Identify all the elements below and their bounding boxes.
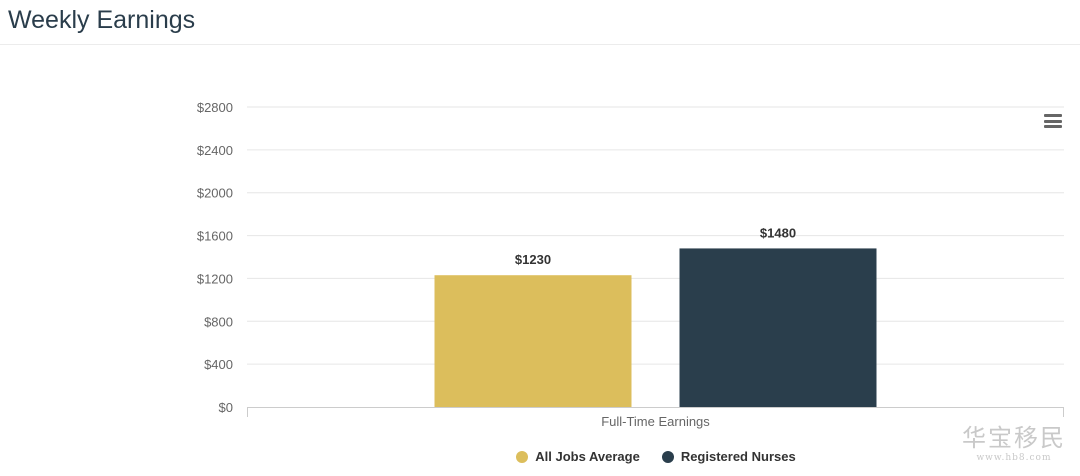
y-tick-label: $1600 xyxy=(197,229,233,244)
y-tick-label: $400 xyxy=(204,357,233,372)
watermark-logo: 华宝移民 www.hb8.com xyxy=(962,424,1066,463)
bar-all-jobs-average xyxy=(434,275,632,407)
y-tick-label: $0 xyxy=(219,400,233,415)
x-axis: Full-Time Earnings xyxy=(247,407,1064,429)
legend-label: Registered Nurses xyxy=(680,449,796,464)
y-tick-label: $2400 xyxy=(197,143,233,158)
legend-item[interactable]: Registered Nurses xyxy=(661,449,796,464)
title-divider xyxy=(0,44,1080,45)
hamburger-menu-icon xyxy=(1044,114,1062,117)
y-tick-label: $2000 xyxy=(197,186,233,201)
x-tick-label: Full-Time Earnings xyxy=(601,414,710,429)
chart-menu-button[interactable] xyxy=(1043,112,1063,130)
y-tick-label: $800 xyxy=(204,314,233,329)
bar-layer xyxy=(434,248,877,407)
chart-legend: All Jobs Average Registered Nurses xyxy=(0,449,1080,464)
legend-item[interactable]: All Jobs Average xyxy=(516,449,640,464)
data-label: $1480 xyxy=(760,225,796,240)
legend-swatch xyxy=(516,450,529,463)
y-tick-label: $1200 xyxy=(197,271,233,286)
y-tick-label: $2800 xyxy=(197,100,233,115)
grid-layer xyxy=(247,106,1064,365)
data-label: $1230 xyxy=(515,252,551,267)
bar-registered-nurses xyxy=(679,248,877,407)
data-label-layer: $1230 $1480 xyxy=(515,225,796,267)
page-title: Weekly Earnings xyxy=(8,6,196,34)
legend-swatch xyxy=(661,450,674,463)
legend-label: All Jobs Average xyxy=(535,449,640,464)
y-axis-ticks: $0 $400 $800 $1200 $1600 $2000 $2400 $2800 xyxy=(197,100,233,415)
